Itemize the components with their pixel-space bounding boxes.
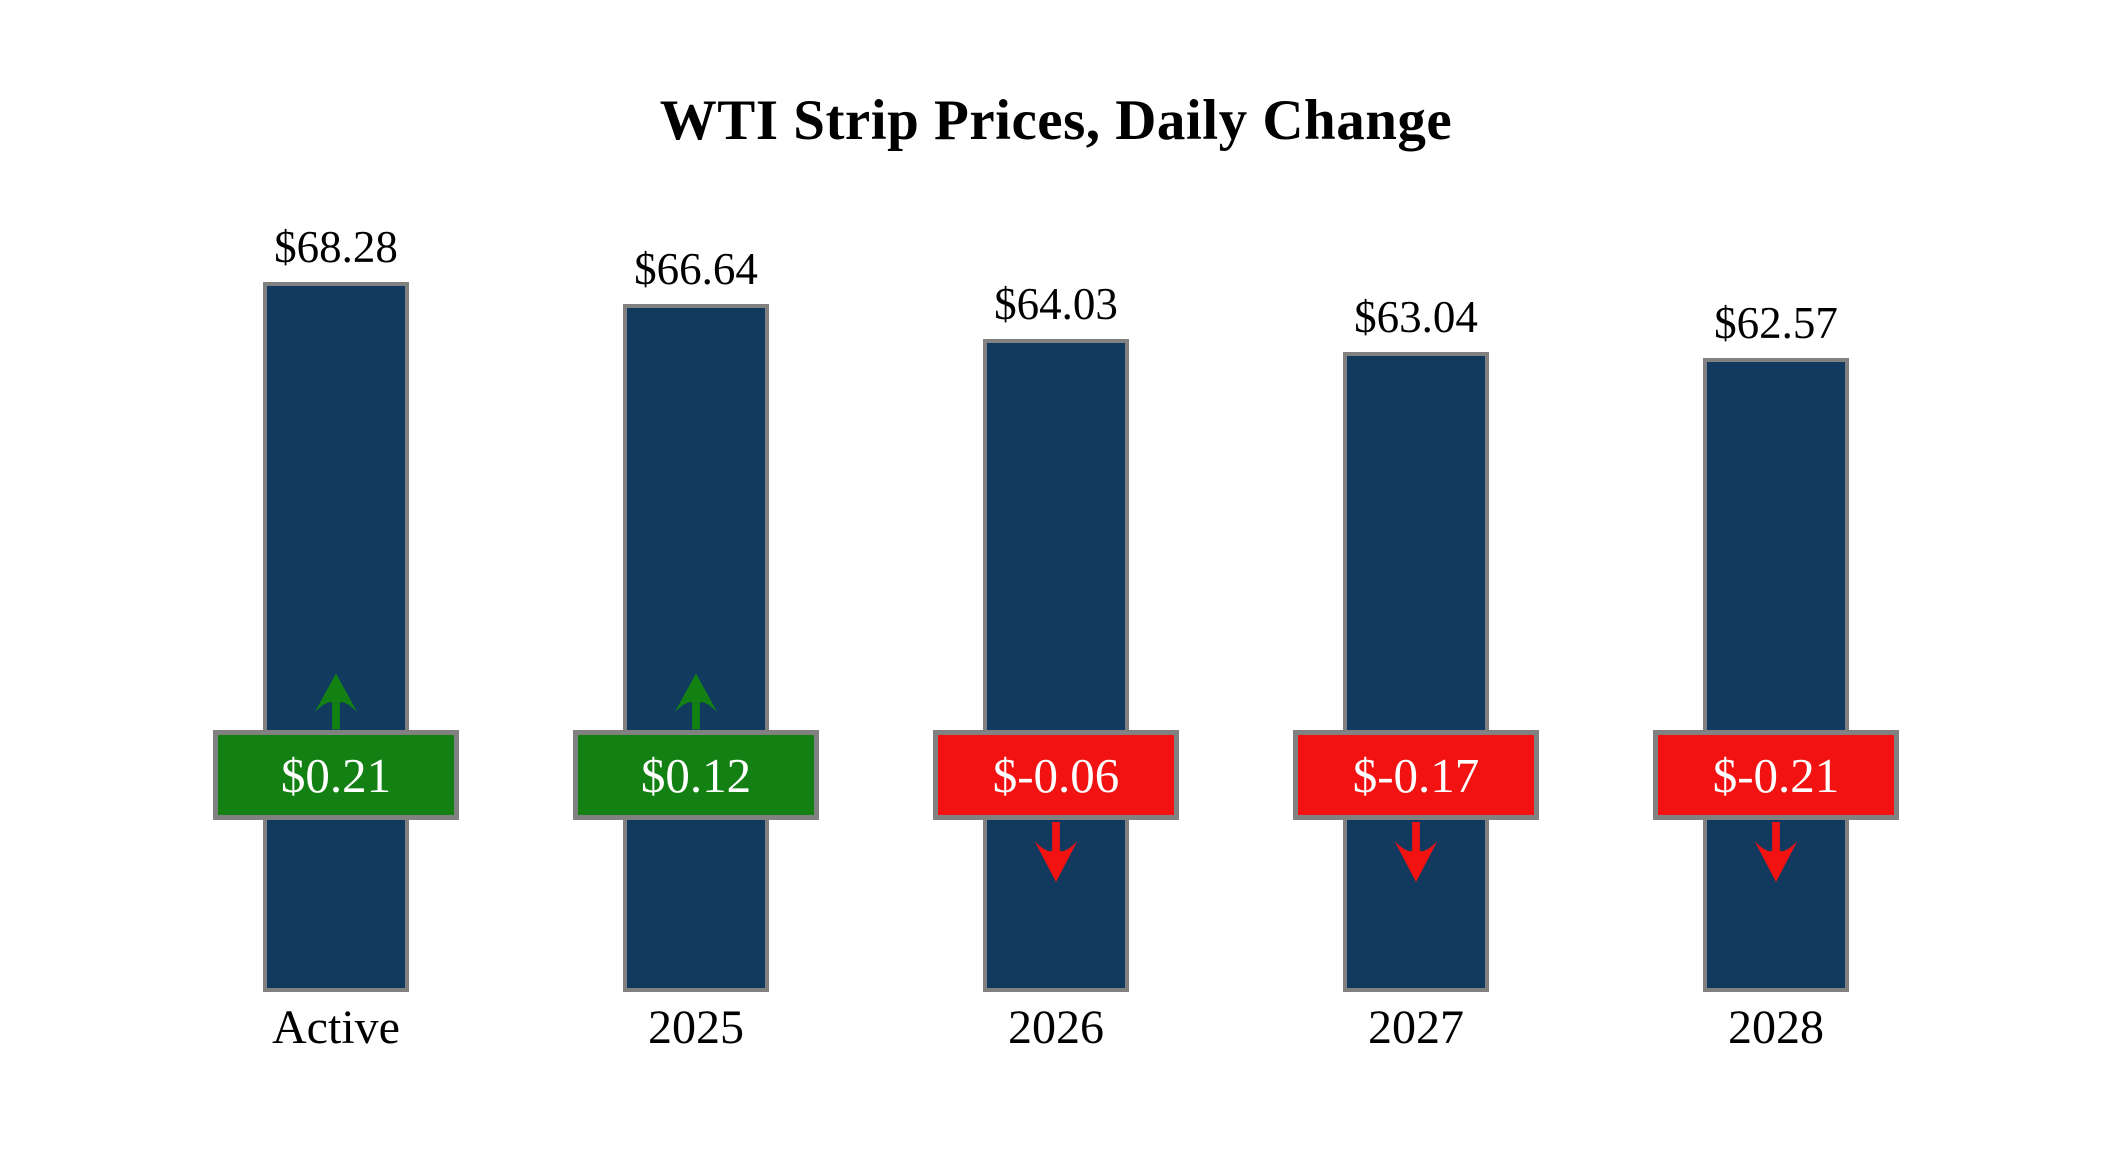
bar-column-active: $68.28 $0.21 Active bbox=[156, 0, 516, 1152]
category-label: Active bbox=[272, 1001, 400, 1054]
bar-stack: $68.28 bbox=[263, 221, 409, 992]
bar-stack: $64.03 bbox=[983, 278, 1129, 992]
bar-column-2027: $63.04 $-0.17 2027 bbox=[1236, 0, 1596, 1152]
price-bar bbox=[1343, 352, 1489, 992]
down-arrow-icon bbox=[1034, 822, 1078, 882]
bar-value-label: $64.03 bbox=[994, 279, 1118, 329]
bar-stack: $66.64 bbox=[623, 243, 769, 992]
price-bar bbox=[1703, 358, 1849, 992]
up-arrow-icon bbox=[314, 673, 358, 730]
daily-change-badge: $-0.06 bbox=[933, 730, 1179, 820]
daily-change-badge: $-0.17 bbox=[1293, 730, 1539, 820]
bar-stack: $62.57 bbox=[1703, 297, 1849, 992]
bar-value-label: $66.64 bbox=[634, 244, 758, 294]
price-bar bbox=[983, 339, 1129, 992]
bar-column-2028: $62.57 $-0.21 2028 bbox=[1596, 0, 1956, 1152]
plot-area: $68.28 $0.21 Active $66.64 $0.12 2025 $6… bbox=[156, 0, 1956, 1152]
price-bar bbox=[263, 282, 409, 992]
price-bar bbox=[623, 304, 769, 992]
category-label: 2025 bbox=[648, 1001, 744, 1054]
bar-value-label: $63.04 bbox=[1354, 292, 1478, 342]
bar-value-label: $62.57 bbox=[1714, 298, 1838, 348]
daily-change-badge: $0.12 bbox=[573, 730, 819, 820]
down-arrow-icon bbox=[1394, 822, 1438, 882]
category-label: 2028 bbox=[1728, 1001, 1824, 1054]
bar-column-2025: $66.64 $0.12 2025 bbox=[516, 0, 876, 1152]
chart-title: WTI Strip Prices, Daily Change bbox=[659, 89, 1453, 152]
bar-stack: $63.04 bbox=[1343, 291, 1489, 992]
bar-value-label: $68.28 bbox=[274, 222, 398, 272]
category-label: 2027 bbox=[1368, 1001, 1464, 1054]
daily-change-badge: $0.21 bbox=[213, 730, 459, 820]
category-label: 2026 bbox=[1008, 1001, 1104, 1054]
daily-change-badge: $-0.21 bbox=[1653, 730, 1899, 820]
bar-column-2026: $64.03 $-0.06 2026 bbox=[876, 0, 1236, 1152]
down-arrow-icon bbox=[1754, 822, 1798, 882]
up-arrow-icon bbox=[674, 673, 718, 730]
